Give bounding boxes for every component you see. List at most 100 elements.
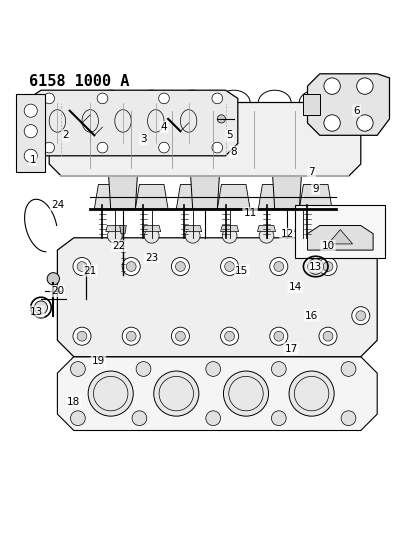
Circle shape — [34, 301, 47, 314]
Polygon shape — [183, 225, 201, 232]
Text: 10: 10 — [321, 241, 334, 251]
Polygon shape — [106, 225, 124, 232]
Circle shape — [269, 257, 287, 276]
Circle shape — [351, 306, 369, 325]
Circle shape — [224, 262, 234, 271]
Circle shape — [175, 262, 185, 271]
Text: 13: 13 — [308, 262, 321, 271]
Circle shape — [224, 332, 234, 341]
Circle shape — [220, 327, 238, 345]
Polygon shape — [220, 225, 238, 232]
Polygon shape — [57, 238, 376, 357]
Circle shape — [136, 361, 151, 376]
Polygon shape — [190, 176, 219, 209]
Text: 13: 13 — [30, 306, 43, 317]
Circle shape — [44, 142, 54, 153]
Circle shape — [122, 327, 140, 345]
Polygon shape — [49, 102, 360, 176]
Text: 23: 23 — [145, 253, 158, 263]
Polygon shape — [307, 74, 389, 135]
Circle shape — [144, 228, 159, 243]
Polygon shape — [176, 184, 209, 209]
Circle shape — [318, 327, 336, 345]
Text: 6158 1000 A: 6158 1000 A — [29, 74, 129, 89]
Circle shape — [185, 228, 200, 243]
Circle shape — [44, 93, 54, 104]
Text: 14: 14 — [288, 282, 301, 292]
Circle shape — [258, 228, 273, 243]
Polygon shape — [108, 176, 137, 209]
Polygon shape — [135, 184, 168, 209]
Polygon shape — [257, 225, 275, 232]
Bar — [294, 205, 384, 259]
Circle shape — [88, 371, 133, 416]
Text: 16: 16 — [304, 311, 317, 321]
Text: 20: 20 — [51, 286, 64, 296]
Polygon shape — [294, 225, 312, 232]
Circle shape — [318, 257, 336, 276]
Polygon shape — [327, 230, 352, 244]
Circle shape — [205, 411, 220, 425]
Polygon shape — [57, 357, 376, 431]
Circle shape — [97, 142, 108, 153]
Circle shape — [322, 262, 332, 271]
Circle shape — [47, 273, 59, 285]
Circle shape — [70, 361, 85, 376]
Polygon shape — [94, 184, 127, 209]
Polygon shape — [29, 90, 237, 156]
Circle shape — [356, 115, 372, 131]
Circle shape — [97, 93, 108, 104]
Circle shape — [205, 361, 220, 376]
Text: 7: 7 — [308, 167, 314, 177]
Circle shape — [126, 332, 136, 341]
Circle shape — [323, 78, 339, 94]
Polygon shape — [119, 225, 126, 233]
Circle shape — [273, 262, 283, 271]
Text: 19: 19 — [92, 356, 105, 366]
Polygon shape — [303, 94, 319, 115]
Text: 1: 1 — [29, 155, 36, 165]
Circle shape — [171, 257, 189, 276]
Polygon shape — [142, 225, 160, 232]
Circle shape — [271, 361, 285, 376]
Polygon shape — [272, 176, 301, 209]
Polygon shape — [217, 184, 249, 209]
Circle shape — [73, 257, 91, 276]
Circle shape — [70, 411, 85, 425]
Circle shape — [122, 257, 140, 276]
Polygon shape — [307, 225, 372, 250]
Circle shape — [211, 93, 222, 104]
Circle shape — [340, 411, 355, 425]
Circle shape — [288, 371, 333, 416]
Text: 12: 12 — [280, 229, 293, 239]
Text: 9: 9 — [312, 183, 318, 193]
Circle shape — [24, 149, 37, 163]
Circle shape — [77, 332, 87, 341]
Circle shape — [107, 228, 122, 243]
Circle shape — [323, 115, 339, 131]
Circle shape — [132, 411, 146, 425]
Circle shape — [322, 332, 332, 341]
Circle shape — [220, 257, 238, 276]
Circle shape — [77, 262, 87, 271]
Circle shape — [153, 371, 198, 416]
Text: 5: 5 — [226, 130, 232, 140]
Circle shape — [158, 142, 169, 153]
Circle shape — [211, 142, 222, 153]
Circle shape — [73, 327, 91, 345]
Text: 17: 17 — [284, 343, 297, 353]
Text: 21: 21 — [83, 265, 97, 276]
Polygon shape — [258, 184, 290, 209]
Circle shape — [355, 311, 365, 321]
Circle shape — [295, 228, 310, 243]
Circle shape — [171, 327, 189, 345]
Polygon shape — [16, 94, 45, 172]
Text: 15: 15 — [235, 265, 248, 276]
Circle shape — [158, 93, 169, 104]
Circle shape — [356, 78, 372, 94]
Circle shape — [340, 361, 355, 376]
Text: 22: 22 — [112, 241, 125, 251]
Circle shape — [217, 115, 225, 123]
Circle shape — [273, 332, 283, 341]
Circle shape — [223, 371, 268, 416]
